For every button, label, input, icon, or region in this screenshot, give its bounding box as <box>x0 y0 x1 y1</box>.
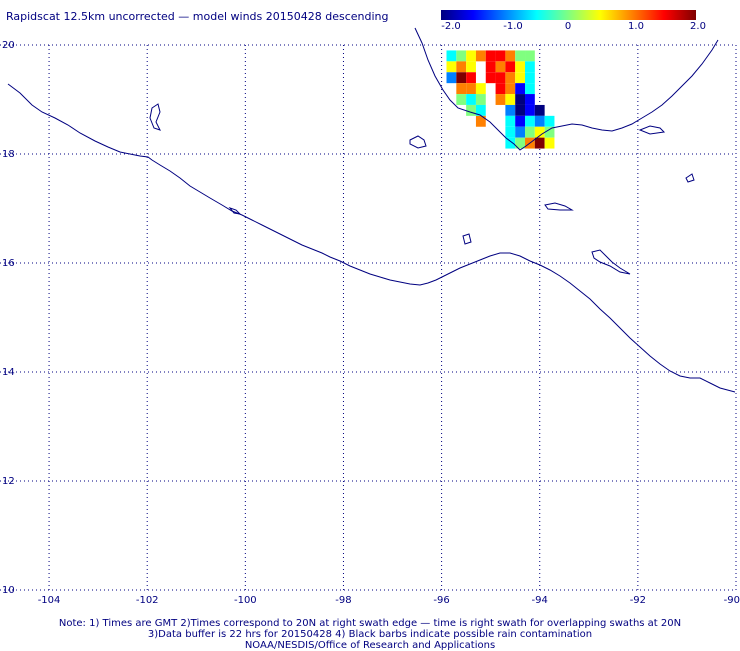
latitude-label: 18 <box>2 149 15 160</box>
swath-cell <box>505 72 515 83</box>
swath-cell <box>456 61 466 72</box>
swath-cell <box>525 72 535 83</box>
swath-cell <box>505 138 515 149</box>
coastline-island-2 <box>150 104 160 130</box>
latitude-label: 10 <box>2 585 15 596</box>
swath-cell <box>466 105 476 116</box>
latitude-label: 20 <box>2 40 15 51</box>
swath-cell <box>515 83 525 94</box>
coastline-pacific <box>8 84 735 392</box>
swath-cell <box>496 94 506 105</box>
swath-cell <box>505 127 515 138</box>
swath-cell <box>466 50 476 61</box>
coastline-island-3 <box>463 234 471 244</box>
wind-difference-swath <box>447 50 555 148</box>
swath-cell <box>496 50 506 61</box>
swath-cell <box>515 50 525 61</box>
swath-cell <box>496 61 506 72</box>
swath-cell <box>545 127 555 138</box>
swath-cell <box>515 105 525 116</box>
swath-cell <box>496 83 506 94</box>
swath-cell <box>505 50 515 61</box>
swath-cell <box>466 94 476 105</box>
coastline-island-1 <box>410 136 426 148</box>
swath-cell <box>447 50 457 61</box>
note-line-1: Note: 1) Times are GMT 2)Times correspon… <box>0 618 740 629</box>
swath-cell <box>456 83 466 94</box>
swath-cell <box>476 83 486 94</box>
longitude-label: -98 <box>335 595 351 606</box>
longitude-label: -90 <box>724 595 740 606</box>
longitude-label: -102 <box>136 595 159 606</box>
longitude-label: -100 <box>234 595 257 606</box>
swath-cell <box>505 83 515 94</box>
swath-cell <box>505 105 515 116</box>
swath-cell <box>476 94 486 105</box>
swath-cell <box>486 50 496 61</box>
map-plot: -104 -102 -100 -98 -96 -94 -92 -90 20 18 16 14 12 10 <box>0 0 740 650</box>
swath-cell <box>476 50 486 61</box>
coastline-island-5 <box>545 203 572 210</box>
coastline <box>8 28 735 392</box>
swath-cell <box>515 127 525 138</box>
swath-cell <box>535 138 545 149</box>
swath-cell <box>525 61 535 72</box>
latitude-label: 14 <box>2 367 15 378</box>
swath-cell <box>466 72 476 83</box>
swath-cell <box>525 127 535 138</box>
swath-cell <box>486 61 496 72</box>
swath-cell <box>515 94 525 105</box>
swath-cell <box>456 72 466 83</box>
swath-cell <box>466 61 476 72</box>
swath-cell <box>466 83 476 94</box>
longitude-label: -94 <box>532 595 548 606</box>
swath-cell <box>456 94 466 105</box>
swath-cell <box>545 138 555 149</box>
swath-cell <box>447 72 457 83</box>
note-line-3: NOAA/NESDIS/Office of Research and Appli… <box>0 640 740 651</box>
coastline-island-4 <box>592 250 630 274</box>
swath-cell <box>525 94 535 105</box>
latitude-label: 12 <box>2 476 15 487</box>
longitude-label: -104 <box>38 595 61 606</box>
swath-cell <box>535 105 545 116</box>
swath-cell <box>505 94 515 105</box>
longitude-label: -96 <box>433 595 449 606</box>
swath-cell <box>515 72 525 83</box>
note-line-2: 3)Data buffer is 22 hrs for 20150428 4) … <box>0 629 740 640</box>
coastline-island-8 <box>686 174 694 182</box>
swath-cell <box>505 116 515 127</box>
swath-cell <box>515 61 525 72</box>
swath-cell <box>515 116 525 127</box>
swath-cell <box>496 72 506 83</box>
swath-cell <box>525 83 535 94</box>
swath-cell <box>525 105 535 116</box>
swath-cell <box>447 61 457 72</box>
swath-cell <box>525 50 535 61</box>
coastline-island-6 <box>640 126 664 134</box>
latitude-label: 16 <box>2 258 15 269</box>
swath-cell <box>456 50 466 61</box>
swath-cell <box>525 116 535 127</box>
swath-cell <box>486 72 496 83</box>
swath-cell <box>505 61 515 72</box>
longitude-tick-labels: -104 -102 -100 -98 -96 -94 -92 -90 <box>38 595 740 606</box>
swath-cell <box>545 116 555 127</box>
longitude-label: -92 <box>630 595 646 606</box>
swath-cell <box>535 116 545 127</box>
latitude-tick-labels: 20 18 16 14 12 10 <box>2 40 15 596</box>
